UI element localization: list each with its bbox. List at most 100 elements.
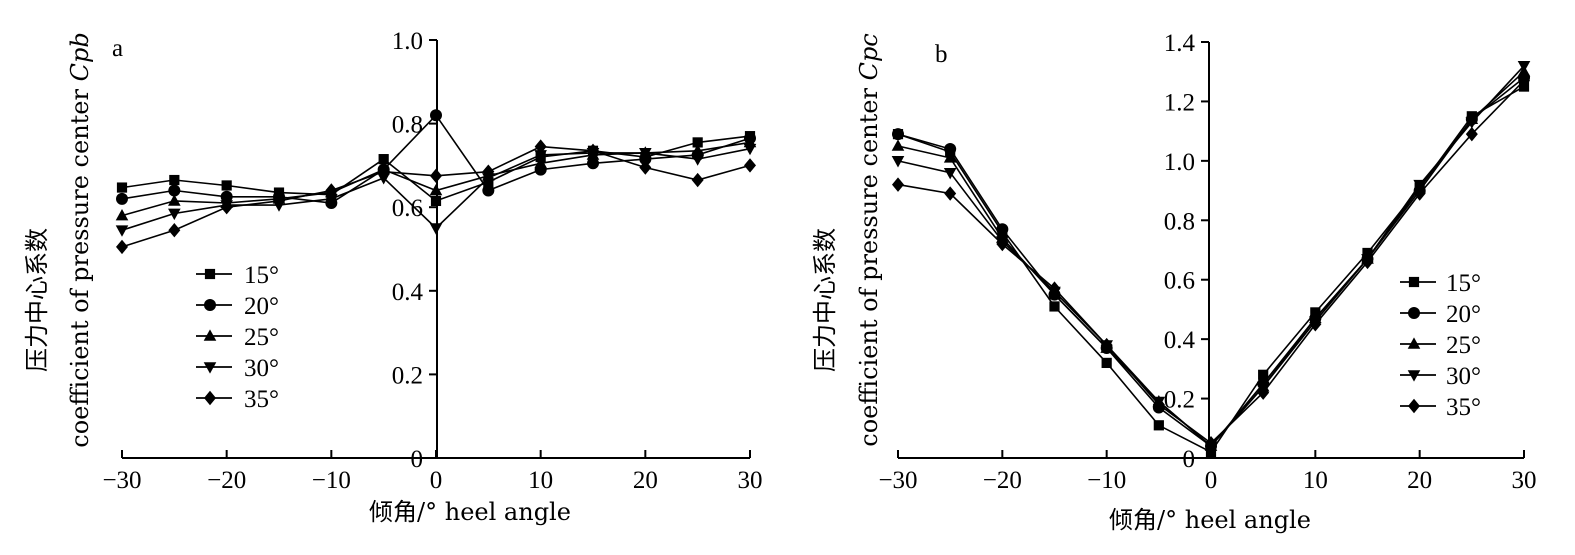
data-point xyxy=(1205,435,1217,451)
data-point xyxy=(1101,357,1112,369)
data-point xyxy=(1517,60,1531,73)
data-point xyxy=(534,156,547,169)
x-tick-label: 20 xyxy=(633,467,658,494)
data-point xyxy=(273,193,285,209)
data-point xyxy=(996,236,1009,252)
x-tick-label: 10 xyxy=(528,467,553,494)
y-axis-title-cn: 压力中心系数 xyxy=(811,228,839,372)
legend-label: 35° xyxy=(1446,394,1481,421)
data-point xyxy=(378,154,389,165)
y-tick-label: 0.2 xyxy=(392,362,423,389)
data-point xyxy=(534,139,547,154)
data-point xyxy=(587,157,599,170)
x-tick-label: −30 xyxy=(878,467,917,494)
data-point xyxy=(891,156,905,168)
legend-marker xyxy=(1407,370,1421,382)
x-axis-title: 倾角/° heel angle xyxy=(1109,506,1311,534)
legend-marker xyxy=(204,268,216,280)
legend-label: 25° xyxy=(1446,332,1481,359)
data-point xyxy=(1413,186,1426,201)
y-tick-label: 0.6 xyxy=(1164,268,1195,295)
data-point xyxy=(892,177,904,192)
data-point xyxy=(115,225,129,237)
data-point xyxy=(482,164,495,179)
data-point xyxy=(943,167,957,180)
data-point xyxy=(168,222,181,238)
data-point xyxy=(691,154,704,166)
data-point xyxy=(1258,369,1269,380)
series-35deg xyxy=(116,139,756,255)
legend-item: 15° xyxy=(196,262,279,289)
y-axis-title-cn: 压力中心系数 xyxy=(23,228,51,372)
data-point xyxy=(116,192,128,205)
data-point xyxy=(1153,420,1164,431)
data-point xyxy=(377,164,390,179)
series-15deg xyxy=(892,81,1530,458)
series-30deg xyxy=(891,60,1531,453)
legend-item: 30° xyxy=(196,355,279,382)
x-axis-title: 倾角/° heel angle xyxy=(369,498,571,526)
data-point xyxy=(587,143,599,158)
legend-label: 15° xyxy=(244,262,279,289)
panel-label: b xyxy=(935,41,948,68)
data-point xyxy=(691,144,704,156)
legend-item: 15° xyxy=(1400,270,1481,297)
data-point xyxy=(1361,254,1374,270)
data-point xyxy=(1309,317,1322,332)
y-axis-variable: Cpc xyxy=(855,33,883,80)
data-point xyxy=(743,143,757,156)
data-point xyxy=(943,151,957,163)
y-tick-label: 0.4 xyxy=(392,279,424,306)
y-axis-title-en-text: coefficient of pressure center xyxy=(855,80,883,446)
data-point xyxy=(891,139,905,151)
data-point xyxy=(691,172,704,188)
data-point xyxy=(168,184,181,197)
y-tick-label: 1.2 xyxy=(1164,89,1195,116)
legend-marker xyxy=(1408,398,1420,414)
y-tick-label: 0 xyxy=(1183,446,1196,473)
legend-label: 25° xyxy=(244,324,279,351)
data-point xyxy=(220,200,233,215)
series-line xyxy=(897,77,1525,448)
data-point xyxy=(482,184,495,197)
legend-label: 20° xyxy=(244,293,279,320)
data-point xyxy=(639,160,652,175)
panel-b: −30 −20 −10 0 10 20 30 0 0.2 0.4 0.6 0.8 1.0 1.2 1.4 b 倾… xyxy=(811,30,1537,534)
data-point xyxy=(1257,385,1270,400)
x-tick-label: −20 xyxy=(207,467,246,494)
data-point xyxy=(892,128,904,141)
legend-marker xyxy=(204,299,216,311)
data-point xyxy=(1048,281,1061,296)
x-tick-label: −10 xyxy=(1087,467,1126,494)
data-point xyxy=(944,142,957,155)
y-axis-variable: Cpb xyxy=(66,32,94,81)
data-point xyxy=(639,148,652,160)
data-point xyxy=(534,150,547,162)
data-point xyxy=(168,194,181,206)
legend-item: 35° xyxy=(196,386,279,413)
data-point xyxy=(430,109,442,122)
x-tick-label: 20 xyxy=(1407,467,1432,494)
data-point xyxy=(1152,397,1165,412)
data-point xyxy=(1465,126,1478,142)
data-point xyxy=(430,195,442,207)
legend-label: 30° xyxy=(244,355,279,382)
legend-label: 15° xyxy=(1446,270,1481,297)
legend-item: 25° xyxy=(196,324,279,351)
y-tick-label: 0.2 xyxy=(1164,387,1195,414)
data-point xyxy=(1049,301,1060,312)
legend-marker xyxy=(204,390,216,406)
x-tick-label: 30 xyxy=(738,467,763,494)
legend-label: 35° xyxy=(244,386,279,413)
legend-marker xyxy=(1408,307,1420,319)
y-tick-label: 1.0 xyxy=(392,28,423,55)
series-line xyxy=(897,85,1525,454)
series-20deg xyxy=(892,71,1530,453)
series-25deg xyxy=(891,65,1531,451)
legend-marker xyxy=(203,329,217,341)
legend-item: 35° xyxy=(1400,394,1481,421)
y-axis-title-en: coefficient of pressure center Cpb xyxy=(66,32,94,447)
legend-label: 20° xyxy=(1446,301,1481,328)
